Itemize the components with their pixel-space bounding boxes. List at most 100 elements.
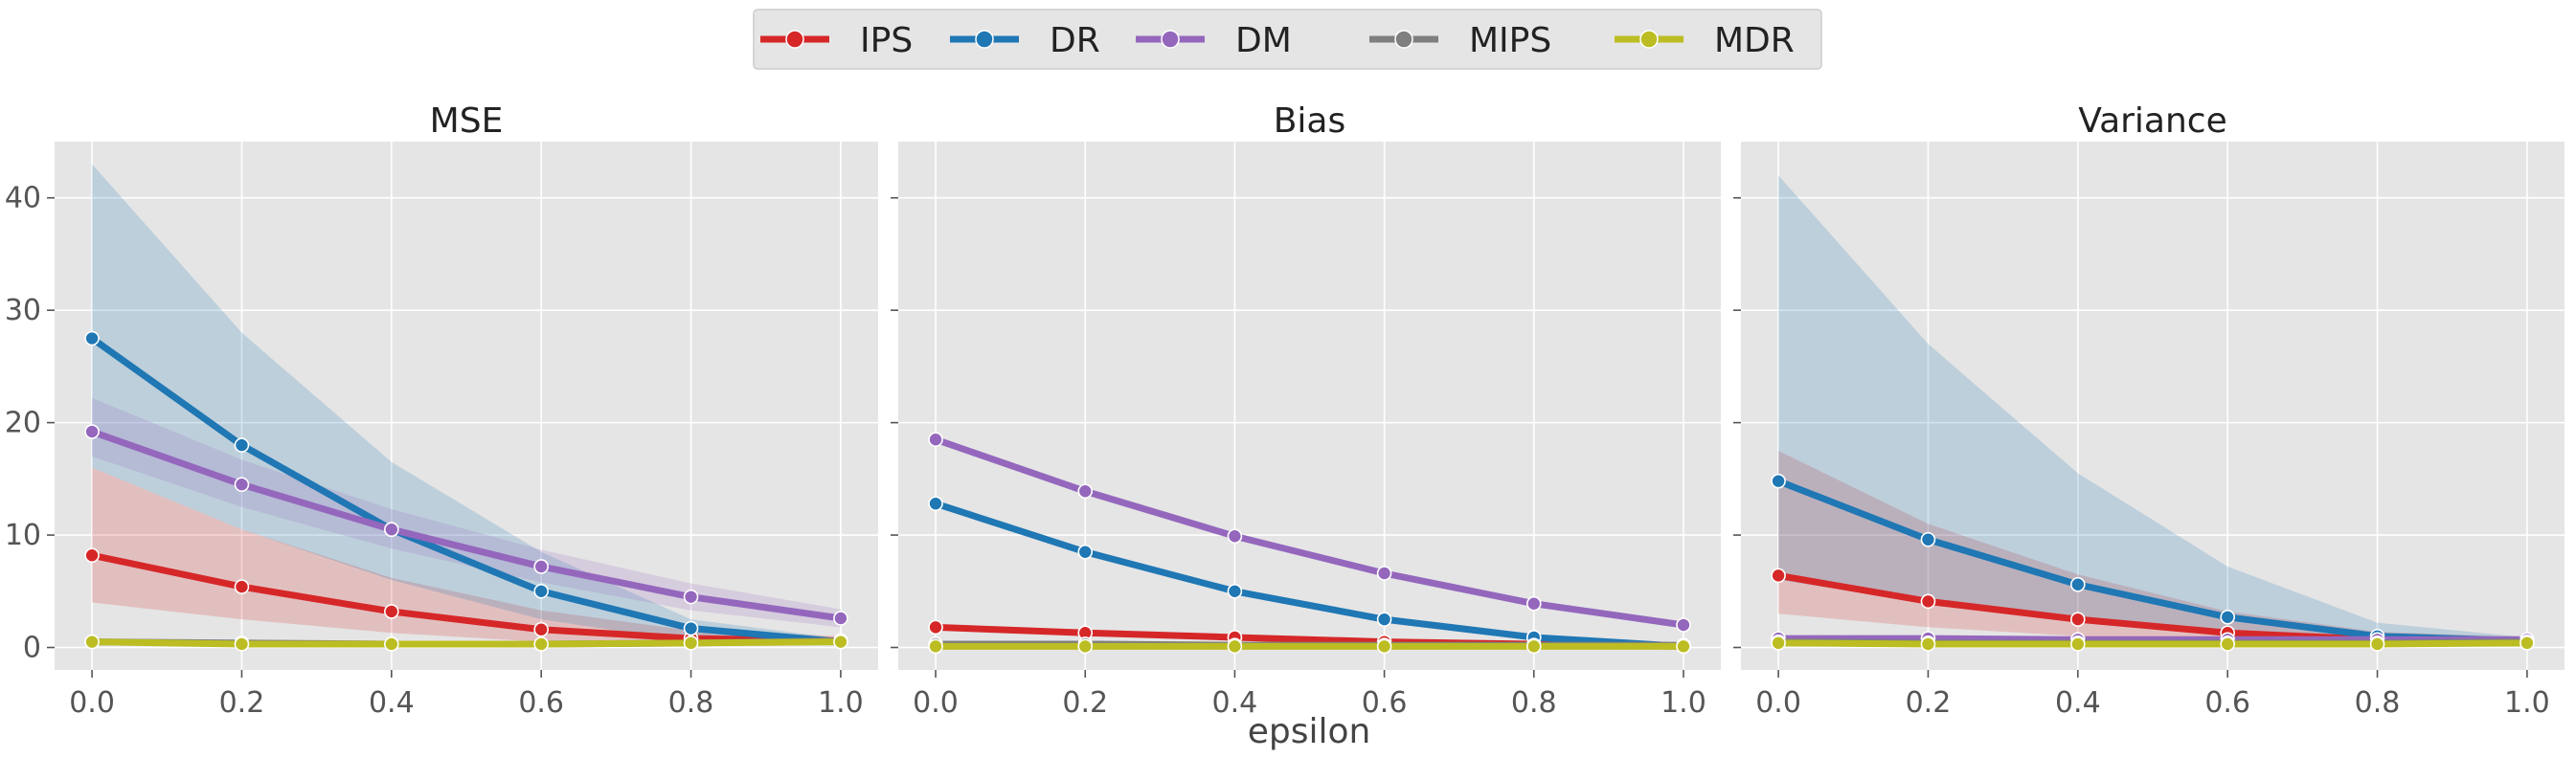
y-tick-label: 40	[5, 182, 41, 215]
plot-area	[898, 142, 1721, 670]
x-tick-label: 0.0	[1755, 686, 1801, 720]
data-point-mdr	[1376, 638, 1392, 655]
data-point-dm	[533, 559, 549, 574]
data-point-dm	[1376, 566, 1392, 581]
legend-marker-mips	[1394, 30, 1413, 49]
x-tick-label: 0.0	[69, 686, 115, 720]
data-point-mdr	[2520, 635, 2535, 651]
data-point-dr	[1227, 583, 1243, 599]
legend: IPS DR DM MIPS MDR	[753, 9, 1822, 70]
data-point-ips	[2070, 612, 2086, 627]
ci-band-dr	[92, 164, 841, 646]
data-point-dr	[2220, 609, 2235, 625]
ci-band-ips	[92, 467, 841, 646]
data-point-mdr	[1920, 636, 1936, 652]
data-point-mdr	[1676, 638, 1691, 655]
legend-marker-ips	[785, 30, 804, 49]
series-line-ips	[91, 551, 841, 644]
data-point-ips	[928, 619, 943, 635]
grid	[55, 142, 878, 670]
legend-entry-mdr: MDR	[1615, 21, 1795, 60]
data-point-dm	[928, 432, 943, 448]
data-point-dm	[384, 522, 399, 537]
legend-entry-dm: DM	[1136, 21, 1292, 60]
series-line-dm	[90, 428, 842, 622]
legend-label-dr: DR	[1050, 21, 1100, 60]
series-line-dr	[934, 500, 1684, 650]
data-point-ips	[384, 604, 399, 619]
data-point-dm	[683, 589, 699, 605]
legend-marker-dr	[975, 30, 994, 49]
data-point-mdr	[84, 634, 100, 650]
data-point-ips	[1771, 568, 1786, 584]
data-point-dr	[2070, 576, 2086, 592]
data-point-mdr	[1525, 638, 1542, 655]
data-point-mdr	[2220, 636, 2235, 652]
data-point-mdr	[1077, 638, 1094, 655]
series-line-mdr	[1778, 639, 2527, 648]
x-tick-label: 0.4	[2055, 686, 2101, 720]
x-tick-label: 0.6	[1362, 686, 1408, 720]
series-group	[928, 432, 1691, 655]
x-tick-label: 0.6	[2204, 686, 2250, 720]
data-point-dr	[1077, 544, 1094, 560]
subplot-mse: 0.0 0.2 0.4 0.6 0.8 1.0 0 10 20 30 40 MSE	[5, 101, 878, 720]
grid	[1741, 142, 2565, 670]
data-point-dm	[234, 477, 250, 493]
x-tick-label: 0.4	[1212, 686, 1258, 720]
y-tick-label: 30	[5, 294, 41, 327]
data-point-mdr	[2070, 636, 2086, 652]
y-tick-label: 0	[23, 632, 41, 665]
x-tick-label: 0.6	[518, 686, 564, 720]
legend-box	[753, 9, 1822, 70]
x-tick-label: 0.0	[913, 686, 959, 720]
plot-area	[1741, 142, 2565, 670]
ci-band-dr	[1778, 175, 2527, 644]
data-point-ips	[84, 547, 100, 564]
x-tick-label: 0.8	[2355, 686, 2401, 720]
data-point-mdr	[384, 636, 399, 652]
x-tick-label: 1.0	[818, 686, 864, 720]
data-point-dr	[84, 330, 100, 346]
series-line-dr	[90, 335, 842, 646]
data-point-mdr	[1771, 635, 1786, 651]
data-point-dr	[234, 437, 250, 453]
legend-label-ips: IPS	[860, 21, 913, 60]
series-line-dm	[934, 435, 1684, 629]
data-point-dm	[84, 424, 100, 439]
subplot-title: Variance	[2078, 101, 2227, 141]
data-point-mdr	[2369, 636, 2385, 652]
series-group	[1771, 175, 2535, 652]
data-point-dm	[1676, 617, 1691, 633]
data-point-dm	[833, 611, 848, 626]
legend-marker-dm	[1161, 30, 1180, 49]
series-group	[84, 164, 848, 652]
x-tick-label: 0.2	[1906, 686, 1952, 720]
legend-label-dm: DM	[1235, 21, 1292, 60]
x-tick-label: 1.0	[1661, 686, 1706, 720]
data-point-dr	[1771, 473, 1786, 489]
subplot-bias: 0.0 0.2 0.4 0.6 0.8 1.0 Bias	[891, 101, 1721, 720]
data-point-ips	[533, 621, 549, 637]
x-tick-label: 1.0	[2504, 686, 2550, 720]
x-axis-label: epsilon	[1248, 712, 1371, 751]
data-point-dr	[683, 620, 699, 636]
x-tick-label: 0.2	[219, 686, 265, 720]
data-point-dr	[1920, 531, 1936, 547]
series-line-mdr	[92, 638, 841, 648]
data-point-mdr	[833, 634, 848, 650]
legend-entry-dr: DR	[950, 21, 1100, 60]
legend-entry-mips: MIPS	[1369, 21, 1551, 60]
data-point-mdr	[234, 636, 250, 652]
data-point-mdr	[1227, 638, 1243, 655]
data-point-dm	[1077, 483, 1094, 500]
x-tick-label: 0.4	[369, 686, 415, 720]
data-point-mdr	[533, 636, 549, 652]
y-tick-label: 20	[5, 407, 41, 440]
x-tick-label: 0.8	[1511, 686, 1557, 720]
data-point-dr	[928, 496, 943, 511]
data-point-ips	[234, 579, 250, 594]
subplot-variance: 0.0 0.2 0.4 0.6 0.8 1.0 Variance	[1733, 101, 2565, 720]
